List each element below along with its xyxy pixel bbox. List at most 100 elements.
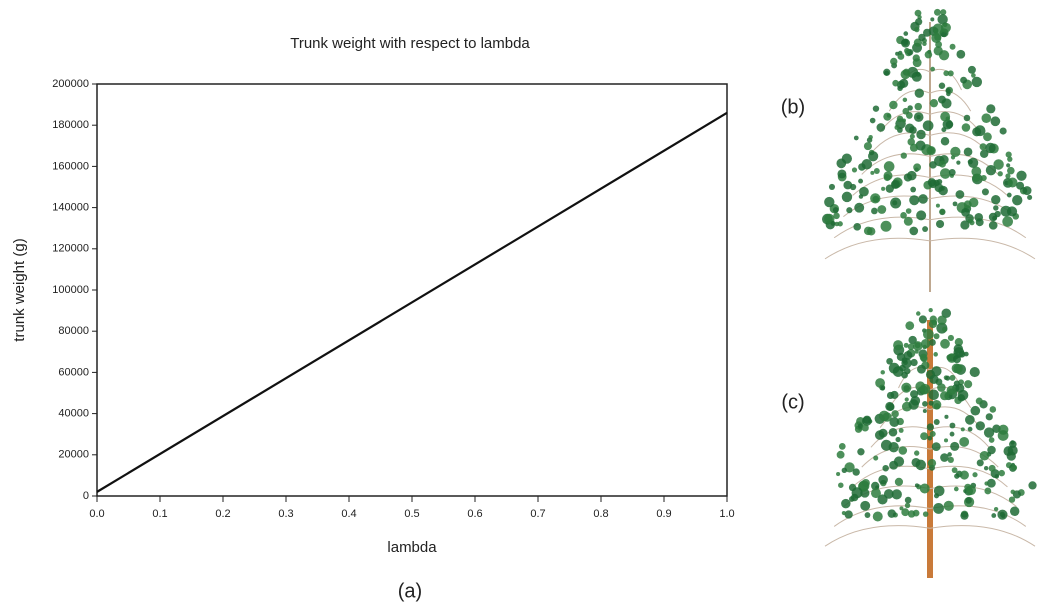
foliage <box>971 166 982 177</box>
foliage <box>937 14 948 25</box>
x-tick-label: 0.4 <box>341 508 356 520</box>
branch <box>929 216 1027 239</box>
y-tick-label: 80000 <box>58 325 89 337</box>
foliage <box>892 79 899 87</box>
foliage <box>953 486 959 492</box>
foliage <box>1028 481 1037 490</box>
branch <box>870 426 931 448</box>
foliage <box>851 487 863 499</box>
foliage <box>899 506 904 511</box>
y-tick-label: 140000 <box>52 202 89 214</box>
foliage <box>965 497 972 504</box>
foliage <box>894 477 904 486</box>
foliage <box>983 132 992 142</box>
foliage <box>949 422 956 429</box>
foliage <box>897 53 905 60</box>
foliage <box>886 357 893 365</box>
foliage <box>993 205 999 211</box>
foliage <box>905 208 912 214</box>
foliage <box>1006 163 1011 168</box>
foliage <box>881 186 886 191</box>
foliage <box>898 428 904 433</box>
foliage <box>939 209 945 215</box>
foliage <box>902 68 910 76</box>
foliage <box>953 380 960 387</box>
foliage <box>959 436 970 447</box>
x-tick-label: 0.7 <box>530 508 545 520</box>
foliage <box>903 350 913 360</box>
foliage <box>964 380 973 389</box>
foliage <box>984 487 992 495</box>
branch <box>929 89 972 112</box>
foliage <box>963 147 973 157</box>
panel-label: (c) <box>781 391 804 413</box>
foliage <box>929 315 937 323</box>
foliage <box>853 135 859 141</box>
foliage <box>872 511 883 522</box>
foliage <box>940 136 950 146</box>
foliage <box>991 513 997 518</box>
foliage <box>950 155 956 160</box>
foliage <box>877 205 887 214</box>
foliage <box>882 464 889 472</box>
foliage <box>862 416 872 426</box>
foliage <box>912 341 923 351</box>
foliage <box>943 438 949 443</box>
foliage <box>949 43 956 50</box>
foliage <box>963 114 971 122</box>
foliage <box>901 382 912 393</box>
foliage <box>933 493 940 499</box>
tree-illustrations <box>822 8 1037 578</box>
foliage <box>841 191 853 203</box>
foliage <box>868 151 879 162</box>
foliage <box>985 142 996 154</box>
foliage <box>979 149 989 159</box>
foliage <box>852 468 860 476</box>
foliage <box>890 180 900 189</box>
foliage <box>933 352 938 357</box>
foliage <box>953 344 964 354</box>
chart-title: Trunk weight with respect to lambda <box>290 35 530 52</box>
foliage <box>843 180 853 190</box>
foliage <box>948 168 956 176</box>
foliage <box>940 338 950 349</box>
foliage <box>859 186 869 197</box>
foliage <box>987 445 996 455</box>
foliage <box>880 439 892 451</box>
foliage <box>967 218 973 224</box>
foliage <box>940 453 949 462</box>
foliage <box>1010 489 1016 495</box>
foliage <box>994 210 1001 218</box>
foliage <box>936 178 943 185</box>
foliage <box>901 118 906 123</box>
foliage <box>944 414 949 419</box>
foliage <box>972 472 978 478</box>
foliage <box>1007 156 1013 162</box>
foliage <box>870 193 881 204</box>
foliage <box>988 437 995 443</box>
foliage <box>941 308 952 319</box>
foliage <box>837 169 847 179</box>
foliage <box>933 333 940 340</box>
foliage <box>896 352 906 361</box>
foliage <box>911 457 921 467</box>
foliage <box>903 173 913 182</box>
y-tick-label: 180000 <box>52 119 89 131</box>
foliage <box>914 102 922 111</box>
foliage <box>960 427 965 432</box>
foliage <box>979 143 987 151</box>
foliage <box>928 339 936 346</box>
foliage <box>883 174 891 182</box>
foliage <box>950 441 960 451</box>
foliage <box>1005 173 1011 179</box>
foliage <box>997 171 1003 177</box>
x-tick-label: 0.2 <box>215 508 230 520</box>
foliage <box>1009 506 1020 516</box>
foliage <box>900 152 907 159</box>
foliage <box>844 510 853 519</box>
branch <box>861 153 931 175</box>
foliage <box>864 512 871 518</box>
foliage <box>993 159 1004 170</box>
foliage <box>1002 216 1013 227</box>
x-tick-label: 0.6 <box>467 508 482 520</box>
